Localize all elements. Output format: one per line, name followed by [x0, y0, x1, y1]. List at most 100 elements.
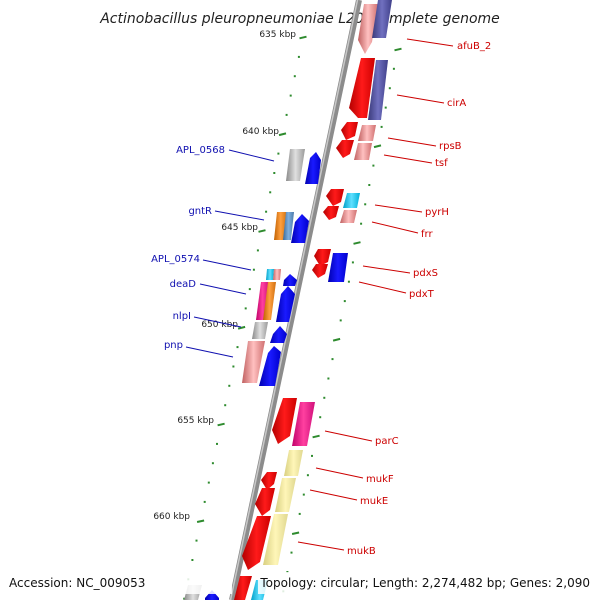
footer-backdrop-right	[258, 572, 600, 594]
leader-line	[324, 430, 373, 442]
tick-label-655: 655 kbp	[177, 416, 214, 426]
feature-bar	[368, 60, 388, 120]
gene-label-deaD[interactable]: deaD	[170, 279, 197, 290]
cds-arrow	[272, 398, 297, 444]
leader-line	[228, 149, 275, 162]
feature-bar	[343, 193, 360, 208]
tick-label-650: 650 kbp	[201, 320, 238, 330]
tick-label-660: 660 kbp	[153, 512, 190, 522]
leader-line	[309, 489, 358, 501]
right-feature-track	[234, 0, 392, 600]
gene-label-cirA[interactable]: cirA	[447, 98, 466, 109]
gene-label-mukF[interactable]: mukF	[366, 474, 394, 485]
backbone-highlight	[229, 0, 359, 600]
feature-bar	[263, 282, 276, 320]
gene-label-nlpI[interactable]: nlpI	[173, 311, 191, 322]
major-tick	[278, 132, 287, 137]
leader-line	[374, 204, 423, 213]
leader-line	[214, 210, 265, 221]
leader-line	[358, 281, 407, 294]
tick-dots	[183, 35, 402, 600]
map-title: Actinobacillus pleuropneumoniae L20, com…	[99, 11, 500, 27]
footer-accession: Accession: NC_009053	[9, 576, 145, 590]
cds-arrow	[328, 253, 348, 282]
major-tick	[299, 35, 307, 40]
tick-label-635: 635 kbp	[259, 30, 296, 40]
left-feature-track	[184, 149, 321, 600]
feature-bar	[256, 282, 269, 320]
major-tick	[291, 531, 300, 535]
leader-line	[297, 541, 345, 551]
leader-line	[315, 467, 364, 479]
leader-line	[199, 283, 247, 295]
cds-arrow	[261, 472, 277, 490]
cds-arrow	[312, 264, 328, 278]
gene-label-pdxS[interactable]: pdxS	[413, 268, 438, 279]
major-tick	[373, 144, 382, 149]
cds-arrow	[326, 189, 344, 206]
gene-label-rpsB[interactable]: rpsB	[439, 141, 462, 152]
feature-bar	[263, 514, 288, 565]
leader-line	[362, 265, 411, 274]
major-tick	[353, 241, 361, 245]
major-tick	[258, 229, 266, 233]
feature-bar	[252, 322, 268, 339]
cds-arrow	[270, 326, 287, 343]
leader-line	[406, 38, 454, 47]
leader-line	[396, 94, 445, 104]
feature-bar	[266, 269, 274, 280]
leader-line	[185, 346, 234, 358]
major-tick	[332, 337, 341, 342]
feature-bar	[292, 402, 315, 446]
major-tick	[196, 519, 205, 523]
leader-line	[387, 137, 437, 147]
cds-arrow	[314, 249, 331, 266]
cds-arrow	[336, 140, 354, 158]
feature-bar	[283, 212, 294, 240]
gene-label-parC[interactable]: parC	[375, 436, 399, 447]
feature-bar	[358, 4, 378, 54]
cds-arrow	[323, 206, 339, 220]
cds-arrow	[291, 214, 309, 243]
leader-lines	[185, 38, 454, 551]
gene-label-pnp[interactable]: pnp	[164, 340, 183, 351]
major-tick	[237, 325, 246, 330]
footer-info: Topology: circular; Length: 2,274,482 bp…	[259, 576, 590, 590]
feature-bar	[354, 143, 372, 160]
feature-bar	[284, 450, 303, 476]
cds-arrow	[305, 152, 321, 184]
leader-line	[371, 221, 419, 234]
gene-label-APL_0568[interactable]: APL_0568	[176, 145, 225, 156]
gene-label-mukE[interactable]: mukE	[360, 496, 388, 507]
major-tick	[217, 422, 225, 427]
cds-arrow	[259, 346, 281, 386]
feature-bar	[275, 478, 296, 512]
cds-arrow	[349, 58, 375, 118]
cds-arrow	[205, 590, 219, 600]
gene-label-pyrH[interactable]: pyrH	[425, 207, 449, 218]
gene-label-afuB_2[interactable]: afuB_2	[457, 41, 491, 52]
feature-bar	[286, 149, 305, 181]
cds-arrow	[242, 516, 271, 570]
tick-label-645: 645 kbp	[221, 223, 258, 233]
gene-label-mukB[interactable]: mukB	[347, 546, 376, 557]
major-tick	[312, 434, 320, 439]
genome-backbone	[229, 0, 362, 600]
footer-backdrop-left	[0, 572, 232, 594]
feature-bar	[358, 125, 376, 141]
cds-arrow	[255, 488, 275, 516]
cds-arrow	[234, 576, 252, 600]
gene-label-gntR[interactable]: gntR	[188, 206, 212, 217]
tick-label-640: 640 kbp	[242, 127, 279, 137]
gene-label-frr[interactable]: frr	[421, 229, 433, 240]
leader-line	[193, 316, 242, 328]
feature-bar	[340, 210, 357, 223]
feature-bar	[273, 269, 281, 280]
major-tick	[394, 47, 402, 52]
leader-line	[202, 259, 252, 271]
cds-arrow	[276, 286, 295, 322]
gene-label-APL_0574[interactable]: APL_0574	[151, 254, 200, 265]
gene-label-tsf[interactable]: tsf	[435, 158, 448, 169]
gene-label-pdxT[interactable]: pdxT	[409, 289, 435, 300]
